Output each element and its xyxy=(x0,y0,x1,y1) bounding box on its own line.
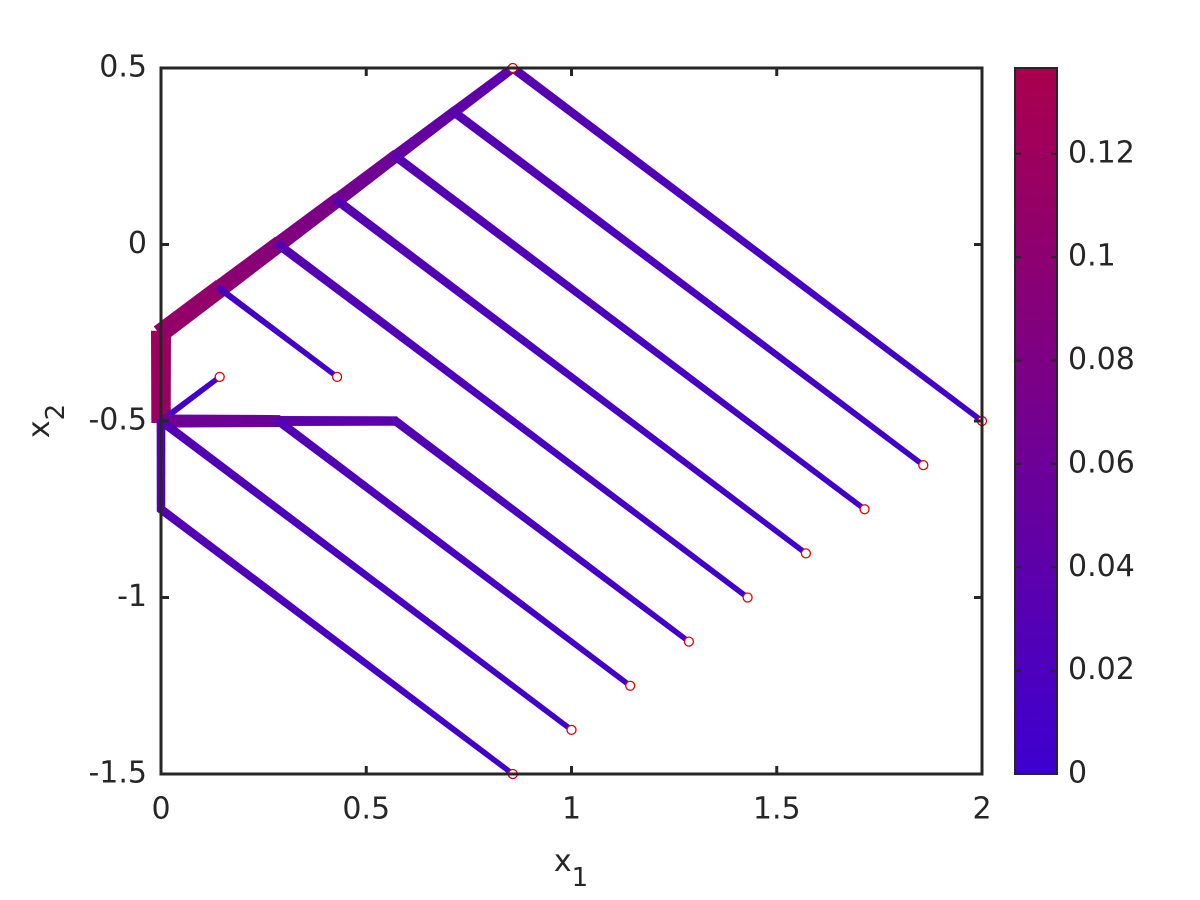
sink-node xyxy=(683,636,695,647)
colorbar-tick-label: 0.06 xyxy=(1068,445,1135,480)
flow-edge xyxy=(159,414,281,428)
colorbar-tick-label: 0.02 xyxy=(1068,652,1135,687)
y-tick-label: -0.5 xyxy=(88,403,147,438)
sink-node xyxy=(566,724,577,736)
x-tick-label: 0.5 xyxy=(342,792,390,827)
flow-edge xyxy=(157,373,223,425)
x-tick-label: 2 xyxy=(972,792,991,827)
x-axis-label: x1 xyxy=(554,844,588,893)
x-label-sub: 1 xyxy=(572,863,589,893)
x-tick-label: 1.5 xyxy=(753,792,801,827)
flow-edge xyxy=(332,195,810,557)
x-tick-label: 1 xyxy=(562,792,581,827)
flow-edge xyxy=(274,416,634,690)
y-label-text: x xyxy=(22,420,57,438)
sink-node xyxy=(625,680,636,691)
flow-edge xyxy=(156,416,575,734)
flow-edge xyxy=(216,284,341,381)
y-axis-label: x2 xyxy=(22,404,71,438)
y-tick-label: -1 xyxy=(117,579,147,614)
sink-node xyxy=(742,592,753,603)
flow-edge xyxy=(391,416,693,645)
colorbar-tick-label: 0 xyxy=(1068,756,1087,791)
sink-node xyxy=(918,459,929,471)
flow-edge xyxy=(331,150,401,208)
x-tick-label: 0 xyxy=(151,792,170,827)
sink-node xyxy=(214,371,225,383)
flow-edge xyxy=(274,239,751,601)
sink-node xyxy=(859,504,870,515)
sink-node xyxy=(331,371,343,383)
y-tick-label: -1.5 xyxy=(88,756,147,791)
colorbar-tick-label: 0.1 xyxy=(1068,239,1116,274)
colorbar-tick-label: 0.04 xyxy=(1068,549,1135,584)
sink-node xyxy=(800,548,812,559)
flow-edge xyxy=(272,193,344,252)
flow-edge xyxy=(390,106,459,163)
flow-edge xyxy=(212,236,285,297)
y-label-sub: 2 xyxy=(41,404,71,421)
colorbar-tick-label: 0.12 xyxy=(1068,135,1135,170)
flow-edge xyxy=(391,151,868,513)
y-tick-label: 0.5 xyxy=(99,50,147,85)
x-label-text: x xyxy=(554,844,572,879)
colorbar xyxy=(1014,67,1058,775)
flow-edge xyxy=(449,63,518,118)
flow-edge xyxy=(276,416,398,426)
flow-edge xyxy=(449,107,927,469)
flow-edge xyxy=(156,504,517,778)
flow-edge xyxy=(508,63,986,425)
y-tick-label: 0 xyxy=(128,226,147,261)
flow-edge xyxy=(153,280,227,342)
colorbar-tick-label: 0.08 xyxy=(1068,342,1135,377)
